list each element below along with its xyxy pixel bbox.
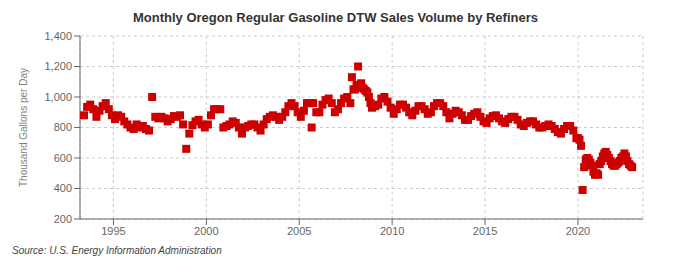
svg-text:2015: 2015 — [473, 225, 497, 237]
svg-text:1995: 1995 — [101, 225, 125, 237]
svg-text:2010: 2010 — [380, 225, 404, 237]
svg-text:400: 400 — [54, 182, 72, 194]
svg-text:1,200: 1,200 — [44, 60, 72, 72]
svg-text:Thousand Gallons per Day: Thousand Gallons per Day — [18, 68, 29, 187]
svg-text:200: 200 — [54, 213, 72, 225]
html-text:Monthly Oregon Regular Gasolin: Monthly Oregon Regular Gasoline DTW Sale… — [133, 10, 538, 25]
svg-text:2005: 2005 — [287, 225, 311, 237]
svg-text:1,400: 1,400 — [44, 30, 72, 42]
svg-text:1,000: 1,000 — [44, 91, 72, 103]
svg-text:2020: 2020 — [566, 225, 590, 237]
svg-text:2000: 2000 — [194, 225, 218, 237]
svg-text:600: 600 — [54, 152, 72, 164]
html-text:Source: U.S. Energy Informatio: Source: U.S. Energy Information Administ… — [12, 245, 222, 256]
svg-text:800: 800 — [54, 121, 72, 133]
